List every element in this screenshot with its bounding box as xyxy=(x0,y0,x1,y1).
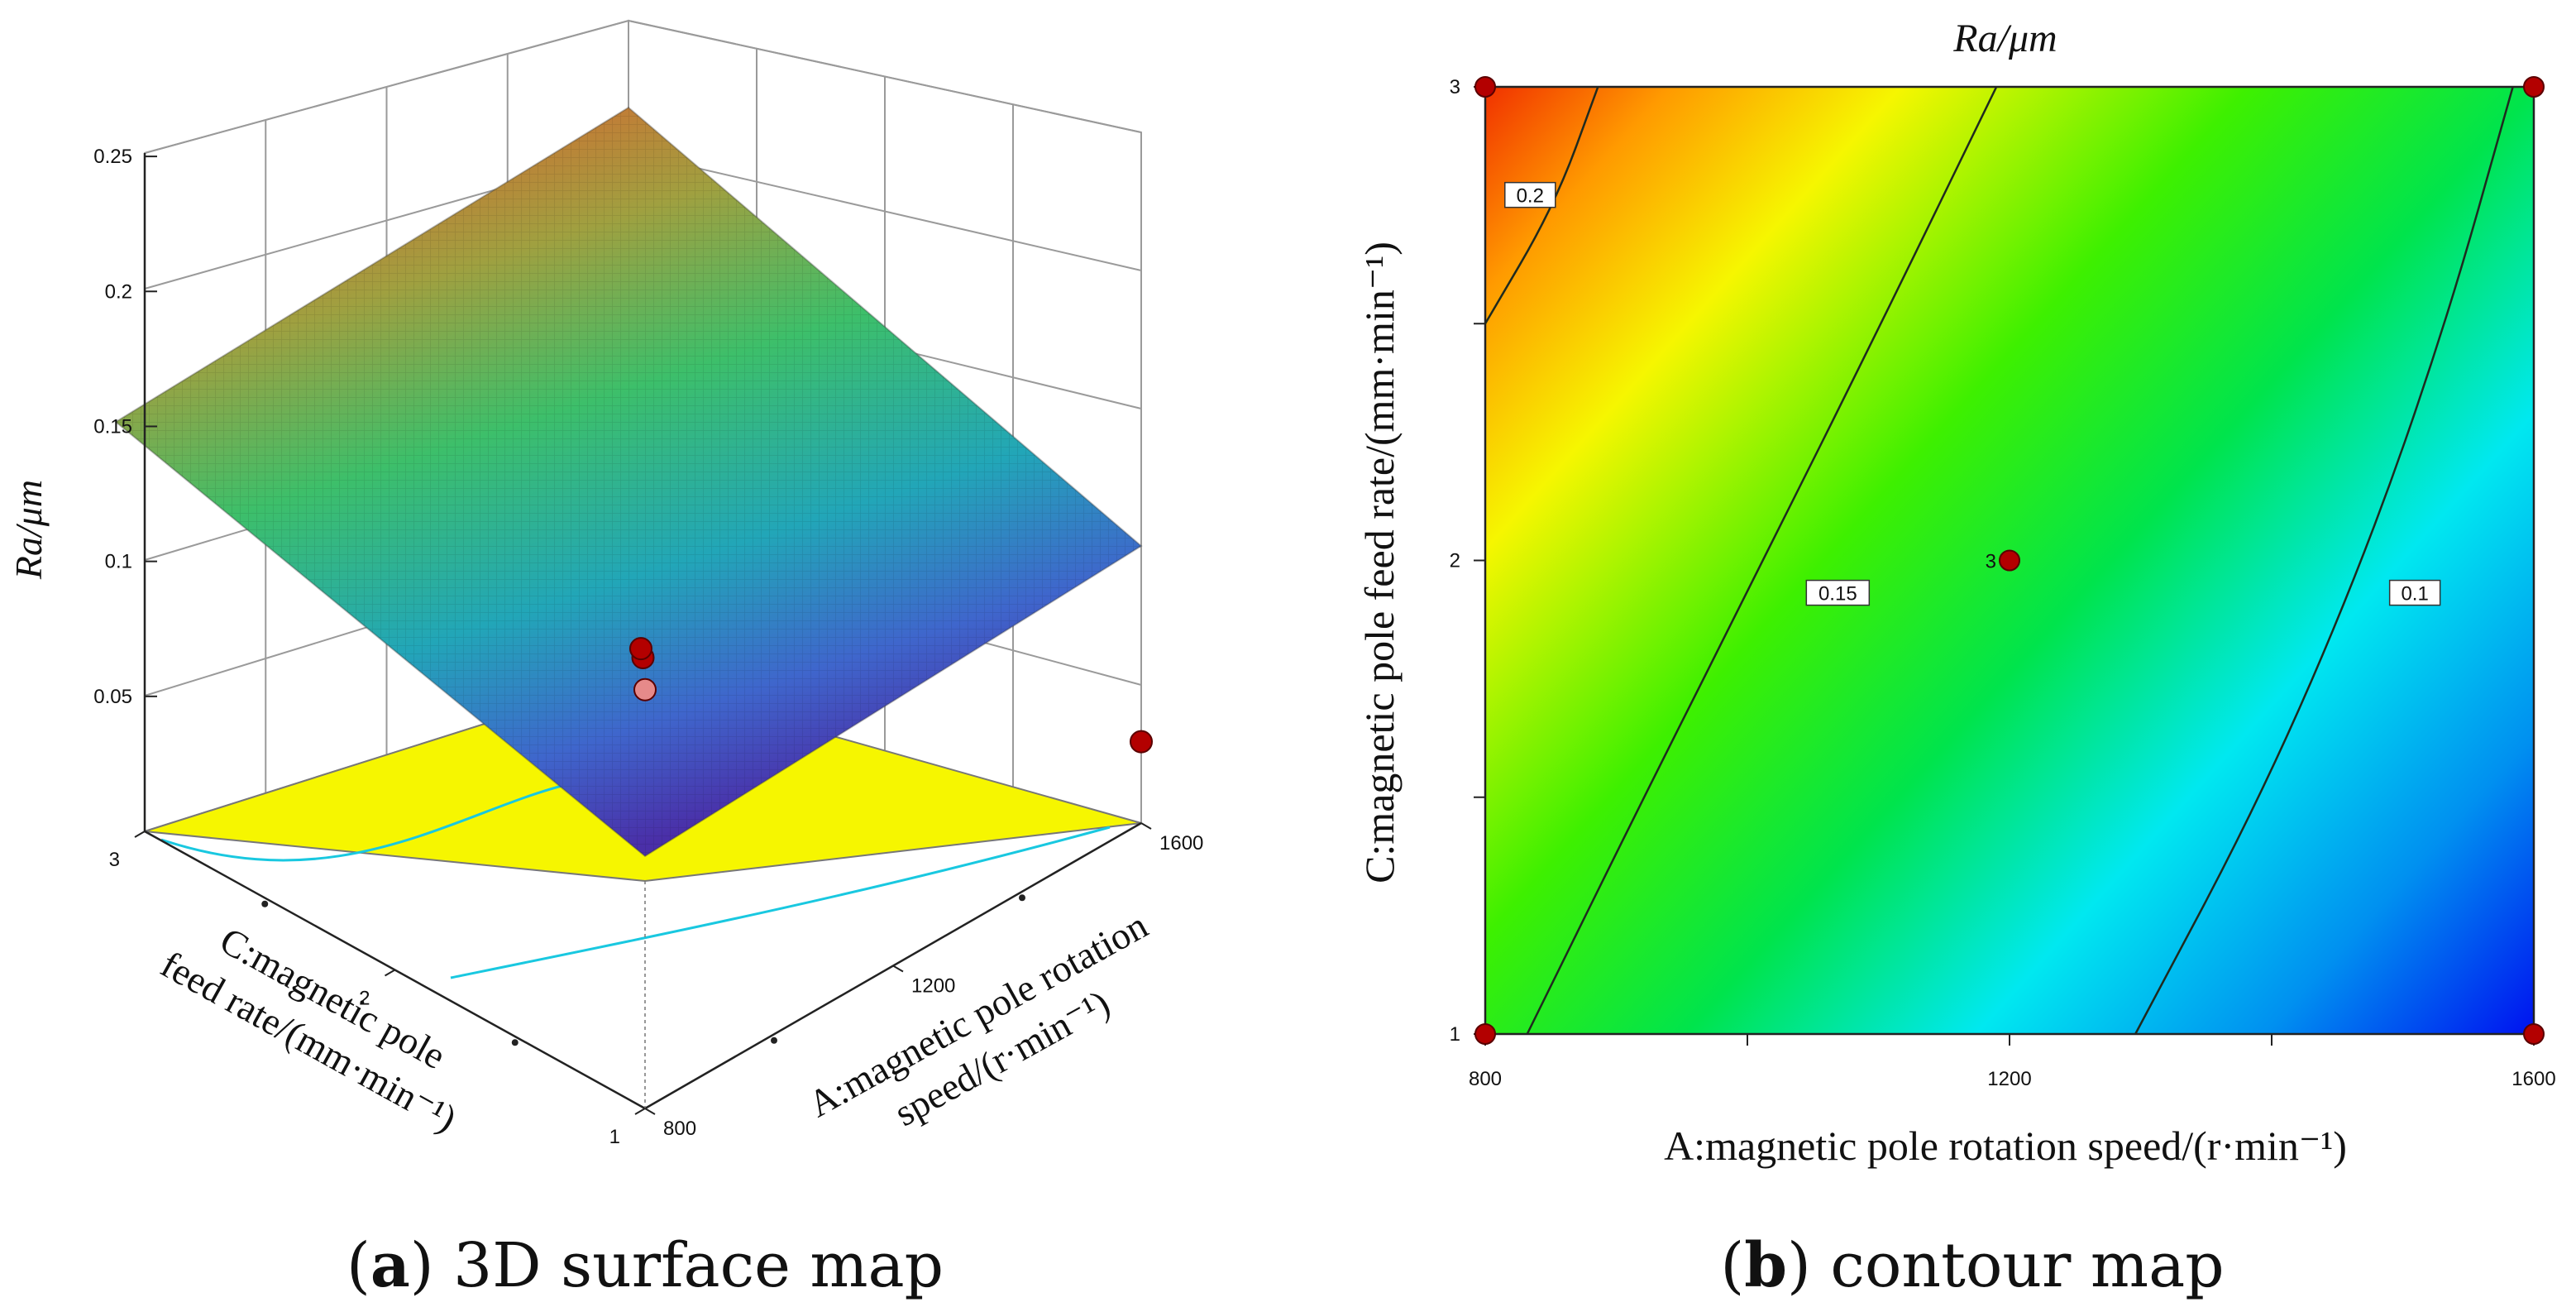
contour-label-box xyxy=(1504,181,1556,208)
caption-a: (a) 3D surface map xyxy=(346,1230,944,1301)
surface-design-points xyxy=(629,637,1153,754)
floor-contour-lower xyxy=(450,826,1111,979)
contour-design-point xyxy=(1474,1023,1496,1045)
y-tick-label: 1 xyxy=(1450,1023,1460,1046)
contour-label-box xyxy=(2388,579,2441,606)
x-tick-mark xyxy=(892,965,904,973)
x-tick-label: 1200 xyxy=(1987,1068,2031,1090)
contour-design-point xyxy=(1474,76,1496,98)
z-tick-label: 0.05 xyxy=(93,686,132,708)
surface-design-point xyxy=(1130,730,1153,754)
surface-mesh xyxy=(116,108,1141,856)
contour-label-box xyxy=(1805,579,1871,606)
contour-design-point xyxy=(1999,549,2020,572)
x-minor-tick xyxy=(1019,894,1025,902)
y-tick-label: 2 xyxy=(359,988,370,1010)
y-minor-tick xyxy=(511,1039,519,1046)
z-tick-label: 0.2 xyxy=(105,280,132,303)
contour-label: 0.1 xyxy=(2401,583,2428,606)
x-tick-mark xyxy=(644,1108,656,1115)
x-axis-ticks: 800 1200 1600 xyxy=(644,822,1203,1140)
x-tick-label: 800 xyxy=(1469,1068,1502,1090)
y-tick-label: 3 xyxy=(109,849,120,871)
y-tick-mark xyxy=(134,831,146,838)
x-axis-ticks: 800 1200 1600 xyxy=(1469,1034,2556,1090)
surface-design-point xyxy=(629,637,652,661)
y-tick-mark xyxy=(384,969,396,977)
contour-label: 0.15 xyxy=(1818,583,1857,606)
x-tick-label: 1600 xyxy=(1159,832,1203,855)
z-axis-ticks: 0.05 0.1 0.15 0.2 0.25 xyxy=(93,146,157,708)
contour-design-point xyxy=(2523,76,2545,98)
y-axis-ticks: 1 2 3 xyxy=(109,831,646,1148)
y-tick-mark xyxy=(634,1108,646,1115)
x-tick-label: 800 xyxy=(663,1118,696,1140)
y-axis-ticks: 1 2 3 xyxy=(1450,76,1485,1046)
contour-design-point xyxy=(2523,1023,2545,1045)
surface-panel: 0.05 0.1 0.15 0.2 0.25 800 1200 1600 1 2 3 Ra/μm… xyxy=(7,19,1203,1301)
x-tick-label: 1200 xyxy=(911,975,955,998)
design-point-count: 3 xyxy=(1986,551,1996,573)
y-tick-label: 1 xyxy=(609,1126,620,1148)
contour-line xyxy=(2134,86,2514,1035)
z-tick-label: 0.15 xyxy=(93,415,132,438)
y-tick-label: 3 xyxy=(1450,76,1460,98)
floor-contour-upper xyxy=(160,780,580,862)
surface-design-point xyxy=(633,677,657,701)
x-tick-mark xyxy=(1140,822,1152,830)
y-axis-title: C:magnetic pole feed rate/(mm·min⁻¹) xyxy=(1356,242,1403,883)
z-axis-title: Ra/μm xyxy=(7,480,50,580)
surface-edge xyxy=(114,106,1143,858)
contour-title: Ra/μm xyxy=(1952,17,2057,60)
y-minor-tick xyxy=(261,900,269,907)
z-tick-label: 0.1 xyxy=(105,551,132,573)
contour-line xyxy=(1484,86,1599,324)
contour-design-points: 3 xyxy=(1474,76,2545,1045)
z-tick-label: 0.25 xyxy=(93,146,132,168)
caption-b: (b) contour map xyxy=(1720,1230,2224,1301)
contour-labels: 0.2 0.15 0.1 xyxy=(1504,181,2441,606)
contour-label: 0.2 xyxy=(1517,185,1544,208)
y-tick-label: 2 xyxy=(1450,550,1460,572)
contour-panel: Ra/μm 0.2 0.15 0.1 800 1200 1600 1 2 3 3 A:mag… xyxy=(1356,17,2556,1301)
x-tick-label: 1600 xyxy=(2511,1068,2555,1090)
contour-line xyxy=(1526,86,1998,1035)
x-axis-title: A:magnetic pole rotation speed/(r·min⁻¹) xyxy=(1664,1123,2347,1169)
x-minor-tick xyxy=(771,1037,777,1044)
contour-lines xyxy=(1484,86,2514,1035)
